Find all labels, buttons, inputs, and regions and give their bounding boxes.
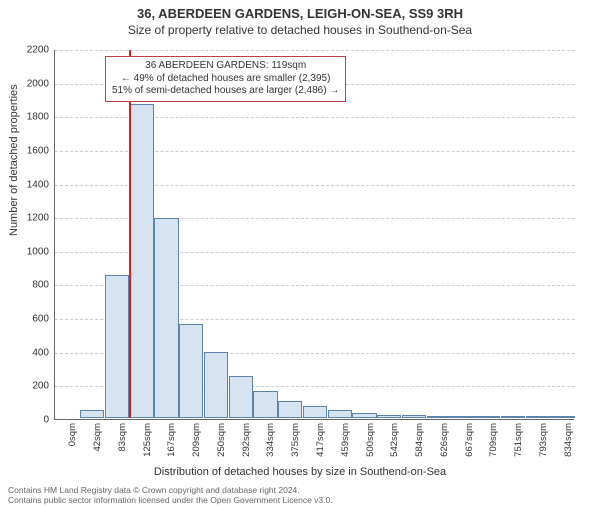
- x-tick-label: 250sqm: [216, 423, 227, 463]
- y-tick-label: 600: [15, 314, 49, 325]
- histogram-bar: [352, 413, 376, 418]
- x-tick-label: 793sqm: [538, 423, 549, 463]
- y-tick-label: 1200: [15, 213, 49, 224]
- x-tick-label: 167sqm: [166, 423, 177, 463]
- annotation-line3: 51% of semi-detached houses are larger (…: [112, 85, 339, 98]
- histogram-bar: [130, 104, 154, 419]
- histogram-bar: [278, 401, 302, 418]
- x-tick-label: 751sqm: [513, 423, 524, 463]
- histogram-bar: [229, 376, 253, 418]
- y-tick-label: 1600: [15, 145, 49, 156]
- x-tick-label: 375sqm: [290, 423, 301, 463]
- y-tick-label: 400: [15, 347, 49, 358]
- histogram-bar: [154, 218, 178, 418]
- histogram-bar: [451, 416, 475, 418]
- histogram-bar: [526, 416, 550, 418]
- histogram-bar: [501, 416, 525, 418]
- histogram-bar: [80, 410, 104, 418]
- x-tick-label: 626sqm: [439, 423, 450, 463]
- histogram-bar: [550, 416, 574, 418]
- histogram-bar: [179, 324, 203, 418]
- histogram-bar: [204, 352, 228, 418]
- annotation-box: 36 ABERDEEN GARDENS: 119sqm ← 49% of det…: [105, 56, 346, 102]
- x-tick-label: 417sqm: [315, 423, 326, 463]
- y-tick-label: 2000: [15, 78, 49, 89]
- footer-attribution: Contains HM Land Registry data © Crown c…: [8, 486, 592, 506]
- y-tick-label: 1400: [15, 179, 49, 190]
- annotation-line2: ← 49% of detached houses are smaller (2,…: [112, 73, 339, 86]
- x-tick-label: 292sqm: [241, 423, 252, 463]
- footer-line2: Contains public sector information licen…: [8, 496, 592, 506]
- histogram-bar: [402, 415, 426, 418]
- x-tick-label: 209sqm: [191, 423, 202, 463]
- x-tick-label: 42sqm: [92, 423, 103, 463]
- x-tick-label: 500sqm: [365, 423, 376, 463]
- histogram-bar: [476, 416, 500, 418]
- y-tick-label: 1000: [15, 246, 49, 257]
- y-tick-label: 200: [15, 381, 49, 392]
- gridline: [55, 50, 575, 51]
- x-tick-label: 334sqm: [265, 423, 276, 463]
- chart-area: 0200400600800100012001400160018002000220…: [54, 50, 574, 420]
- x-tick-label: 0sqm: [67, 423, 78, 463]
- histogram-bar: [105, 275, 129, 418]
- histogram-bar: [303, 406, 327, 418]
- plot-area: 0200400600800100012001400160018002000220…: [54, 50, 574, 420]
- x-tick-label: 584sqm: [414, 423, 425, 463]
- histogram-bar: [253, 391, 277, 418]
- x-tick-label: 709sqm: [488, 423, 499, 463]
- x-axis-label: Distribution of detached houses by size …: [0, 466, 600, 478]
- x-tick-label: 667sqm: [464, 423, 475, 463]
- annotation-line1: 36 ABERDEEN GARDENS: 119sqm: [112, 60, 339, 73]
- chart-title-line1: 36, ABERDEEN GARDENS, LEIGH-ON-SEA, SS9 …: [0, 6, 600, 21]
- x-tick-label: 542sqm: [389, 423, 400, 463]
- x-tick-label: 459sqm: [340, 423, 351, 463]
- x-tick-label: 834sqm: [563, 423, 574, 463]
- histogram-bar: [377, 415, 401, 418]
- histogram-bar: [328, 410, 352, 418]
- x-tick-label: 83sqm: [117, 423, 128, 463]
- y-tick-label: 800: [15, 280, 49, 291]
- histogram-bar: [427, 416, 451, 418]
- y-tick-label: 0: [15, 415, 49, 426]
- x-tick-label: 125sqm: [142, 423, 153, 463]
- y-tick-label: 2200: [15, 45, 49, 56]
- y-tick-label: 1800: [15, 112, 49, 123]
- reference-line: [129, 50, 131, 418]
- chart-title-line2: Size of property relative to detached ho…: [0, 23, 600, 37]
